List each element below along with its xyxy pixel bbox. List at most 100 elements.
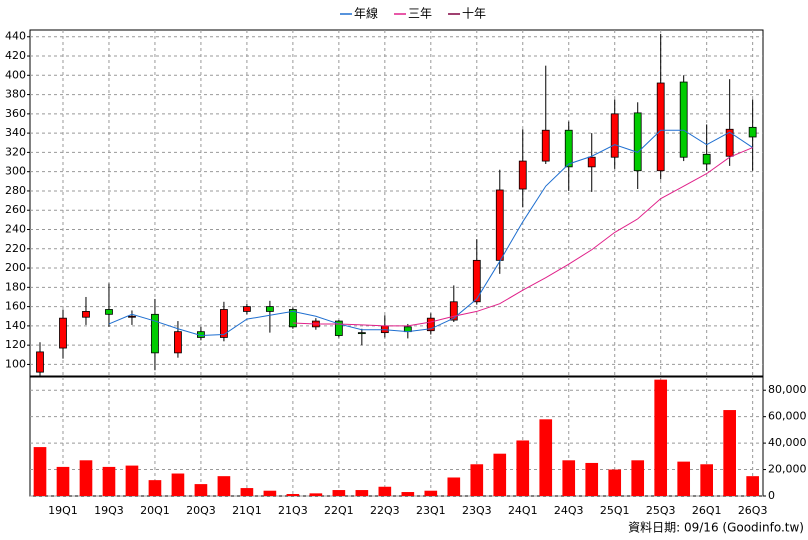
x-tick-label: 25Q3 (646, 504, 676, 517)
footnote: 資料日期: 09/16 (Goodinfo.tw) (628, 521, 804, 535)
volume-bar (56, 466, 70, 496)
volume-bar (608, 469, 622, 496)
y2-tick-label: 0 (768, 489, 775, 502)
candle-body (702, 153, 711, 165)
volume-bar (240, 488, 254, 496)
x-tick-label: 23Q1 (416, 504, 446, 517)
volume-bar (562, 460, 576, 496)
legend-label: 十年 (462, 7, 486, 21)
candle-body (174, 331, 182, 354)
volume-bar (171, 473, 185, 496)
legend-label: 年線 (354, 6, 378, 21)
volume-bar (355, 490, 369, 496)
volume-bar (654, 379, 668, 496)
candle-body (82, 311, 90, 318)
x-tick-label: 21Q1 (232, 504, 262, 517)
volume-bar (677, 461, 691, 496)
y-tick-label: 220 (5, 242, 26, 255)
y2-tick-label: 60,000 (768, 410, 807, 423)
candle-body (357, 332, 366, 335)
y2-tick-label: 40,000 (768, 436, 807, 449)
candle-body (610, 113, 619, 158)
candle-body (495, 189, 504, 261)
volume-bar (33, 447, 47, 496)
candle-body (105, 309, 113, 315)
candle-body (449, 301, 458, 321)
x-tick-label: 25Q1 (600, 504, 630, 517)
candle-body (59, 317, 67, 349)
candle-body (36, 351, 44, 373)
volume-bar (125, 465, 139, 496)
y-tick-label: 100 (5, 357, 26, 370)
volume-bar (309, 493, 323, 496)
y-tick-label: 420 (5, 49, 26, 62)
candle-body (151, 313, 159, 354)
volume-bar (470, 464, 484, 496)
price-frame (29, 29, 764, 377)
x-tick-label: 26Q3 (738, 504, 768, 517)
x-tick-label: 19Q3 (94, 504, 124, 517)
legend: 年線 三年 十年 (340, 6, 486, 21)
candle-body (656, 82, 665, 172)
y-tick-label: 180 (5, 280, 26, 293)
x-tick-label: 22Q3 (370, 504, 400, 517)
y-tick-label: 400 (5, 68, 26, 81)
y-tick-label: 200 (5, 261, 26, 274)
y-tick-label: 380 (5, 88, 26, 101)
volume-bar (700, 464, 713, 496)
volume-bar (79, 460, 93, 496)
volume-bar (631, 460, 645, 496)
x-tick-label: 20Q1 (140, 504, 170, 517)
y-tick-label: 160 (5, 300, 26, 313)
y-tick-label: 300 (5, 165, 26, 178)
ma-line (108, 129, 753, 337)
volume-bar (194, 484, 208, 496)
candle-body (748, 126, 757, 138)
y-tick-label: 120 (5, 338, 26, 351)
candle-body (518, 160, 527, 190)
x-tick-label: 22Q1 (324, 504, 354, 517)
candle-body (633, 112, 642, 172)
volume-bar (286, 494, 300, 496)
volume-bar (217, 476, 231, 496)
y2-tick-label: 20,000 (768, 463, 807, 476)
y-tick-label: 280 (5, 184, 26, 197)
candle-body (334, 320, 343, 336)
candle-body (128, 315, 136, 318)
x-tick-label: 20Q3 (186, 504, 216, 517)
volume-bar (263, 490, 277, 496)
y-tick-label: 360 (5, 107, 26, 120)
candle-body (725, 128, 734, 157)
x-tick-label: 24Q1 (508, 504, 538, 517)
volume-bar (746, 476, 759, 496)
volume-bar (378, 486, 392, 496)
volume-bar (424, 490, 438, 496)
volume-bar (447, 477, 461, 496)
volume-frame (29, 376, 764, 497)
candle-body (564, 129, 573, 168)
y-tick-label: 440 (5, 30, 26, 43)
y-tick-label: 240 (5, 223, 26, 236)
candle-body (679, 81, 688, 158)
volume-bar (332, 490, 346, 496)
volume-bar (102, 466, 116, 496)
candle-body (426, 317, 435, 332)
volume-bar (539, 419, 553, 496)
candle-body (242, 306, 251, 312)
volume-bar (723, 410, 736, 496)
x-tick-label: 26Q1 (692, 504, 722, 517)
y-tick-label: 340 (5, 126, 26, 139)
y2-tick-label: 80,000 (768, 383, 807, 396)
y-tick-label: 140 (5, 319, 26, 332)
candle-body (472, 259, 481, 303)
x-tick-label: 23Q3 (462, 504, 492, 517)
candle-body (288, 309, 297, 328)
x-tick-label: 24Q3 (554, 504, 584, 517)
volume-bar (585, 462, 599, 496)
candle-body (587, 156, 596, 168)
candle-body (220, 309, 228, 338)
y-tick-label: 260 (5, 203, 26, 216)
candle-body (265, 306, 274, 312)
volume-bar (148, 480, 162, 496)
